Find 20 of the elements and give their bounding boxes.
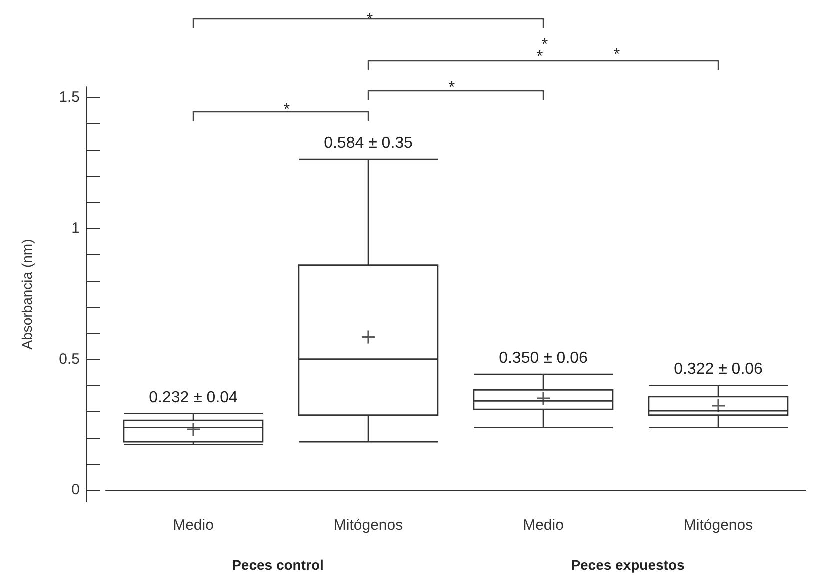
text: *	[614, 46, 620, 64]
annotation: 0.322 ± 0.06	[674, 361, 764, 378]
x-tick-label: Mitógenos	[334, 517, 404, 534]
annotation: 0.232 ± 0.04	[149, 389, 238, 406]
y-tick-label: 0	[72, 482, 80, 499]
annotation: *	[284, 102, 290, 118]
y-axis-title: Absorbancia (nm)	[19, 239, 35, 350]
x-tick-label: Mitógenos	[684, 517, 754, 534]
text: Peces control	[232, 557, 324, 573]
annotation: *	[448, 80, 456, 96]
y-tick-label: 0.5	[59, 350, 80, 368]
annotation: 0.584 ± 0.35	[324, 135, 414, 152]
text: *	[542, 36, 548, 54]
y-tick-label: 1.5	[59, 88, 80, 106]
text: *	[536, 48, 544, 66]
x-tick-label: Medio	[523, 517, 564, 534]
y-tick-label: 1	[72, 220, 80, 237]
annotation: 0.350 ± 0.06	[499, 350, 588, 367]
x-tick-label: Medio	[173, 517, 214, 534]
text: Peces expuestos	[571, 557, 686, 573]
